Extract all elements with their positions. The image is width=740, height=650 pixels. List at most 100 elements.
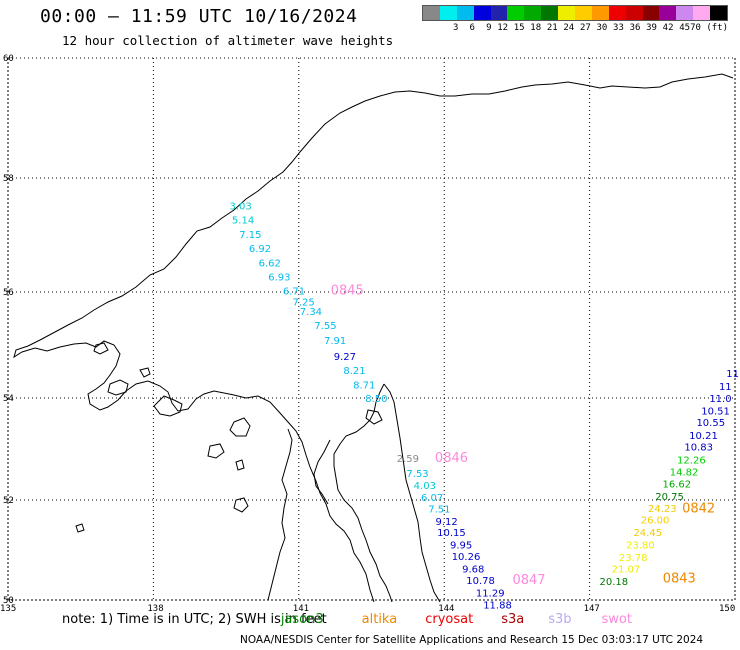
latitude-tick-label: 52 <box>3 496 14 506</box>
legend-swatch <box>524 6 542 20</box>
wave-height-label: 21.07 <box>612 565 641 576</box>
island-2 <box>107 379 129 396</box>
pass-time-label: 0846 <box>435 451 468 466</box>
wave-height-label: 11.0 <box>709 394 731 405</box>
legend-label: 6 <box>469 23 475 33</box>
island-4 <box>207 443 225 459</box>
longitude-tick-label: 138 <box>147 604 163 614</box>
legend-label: 9 <box>486 23 492 33</box>
wave-height-label: 16.62 <box>663 479 692 490</box>
legend-swatch <box>507 6 525 20</box>
legend-label: 27 <box>579 23 591 33</box>
wave-height-label: 11.29 <box>476 589 505 600</box>
island-9 <box>75 523 85 533</box>
bay-coast <box>267 428 293 601</box>
legend-swatch <box>456 6 474 20</box>
island-8 <box>235 459 245 471</box>
satellite-name-altika: altika <box>361 612 398 627</box>
legend-swatch <box>439 6 457 20</box>
wave-height-label: 12.26 <box>677 455 706 466</box>
page-title: 00:00 — 11:59 UTC 10/16/2024 <box>40 6 358 27</box>
wave-height-label: 11 <box>719 382 732 393</box>
longitude-tick-label: 141 <box>293 604 309 614</box>
legend-swatch <box>558 6 576 20</box>
longitude-tick-label: 147 <box>584 604 600 614</box>
satellite-name-swot: swot <box>601 612 632 627</box>
longitude-tick-label: 144 <box>438 604 454 614</box>
island-6 <box>365 409 383 425</box>
wave-height-label: 6.93 <box>268 273 290 284</box>
wave-height-label: 6.07 <box>421 493 443 504</box>
wave-height-legend: 3 6 9 12 15 18 21 24 27 30 33 36 39 42 45 70 (ft) <box>422 5 728 35</box>
wave-height-label: 4.03 <box>414 481 436 492</box>
wave-height-label: 8.21 <box>343 366 365 377</box>
legend-swatch <box>541 6 559 20</box>
legend-label: 21 <box>546 23 558 33</box>
wave-height-label: 24.23 <box>648 504 677 515</box>
legend-color-bar <box>422 5 728 21</box>
wave-height-label: 2.59 <box>397 454 419 465</box>
legend-swatch <box>591 6 609 20</box>
wave-height-label: 23.80 <box>626 541 655 552</box>
legend-swatch <box>608 6 626 20</box>
satellite-name-cryosat: cryosat <box>425 612 474 627</box>
mainland-coast <box>13 73 734 603</box>
wave-height-label: 10.15 <box>437 528 466 539</box>
wave-height-label: 20.18 <box>600 577 629 588</box>
wave-height-label: 8.71 <box>353 380 375 391</box>
island-10 <box>139 367 151 378</box>
latitude-tick-label: 50 <box>3 596 14 606</box>
legend-swatch <box>575 6 592 20</box>
wave-height-label: 10.26 <box>452 552 481 563</box>
wave-height-label: 7.55 <box>314 321 336 332</box>
island-3 <box>229 417 251 437</box>
legend-label: 36 <box>629 23 641 33</box>
footer-credit: NOAA/NESDIS Center for Satellite Applica… <box>240 634 704 646</box>
wave-height-label: 7.34 <box>300 307 322 318</box>
wave-height-label: 7.15 <box>239 230 261 241</box>
legend-swatch <box>642 6 660 20</box>
legend-label: 33 <box>613 23 624 33</box>
wave-height-label: 5.14 <box>232 216 254 227</box>
legend-swatch <box>710 6 728 20</box>
legend-label: 45 <box>679 23 691 33</box>
pass-time-label: 0847 <box>512 573 545 588</box>
sakhalin-coast <box>333 383 441 603</box>
latitude-tick-label: 58 <box>3 174 14 184</box>
legend-label: 39 <box>646 23 657 33</box>
wave-height-label: 11 <box>726 369 739 380</box>
coastline <box>13 73 734 603</box>
wave-height-label: 10.51 <box>701 406 730 417</box>
wave-height-label: 9.27 <box>334 352 356 363</box>
legend-label: 18 <box>530 23 542 33</box>
wave-height-label: 26.00 <box>641 516 670 527</box>
wave-height-label: 10.21 <box>689 431 718 442</box>
page-subtitle: 12 hour collection of altimeter wave hei… <box>62 33 394 48</box>
legend-swatch <box>473 6 491 20</box>
legend-label: 30 <box>596 23 608 33</box>
legend-label: 24 <box>563 23 575 33</box>
legend-swatch <box>676 6 694 20</box>
pass-time-label: 0845 <box>331 284 364 299</box>
wave-height-label: 24.45 <box>633 528 662 539</box>
inner-shore <box>313 439 331 505</box>
wave-height-label: 7.51 <box>428 505 450 516</box>
island-5 <box>93 342 109 355</box>
legend-label: 3 <box>452 23 459 33</box>
wave-height-label: 3.03 <box>230 201 252 212</box>
wave-height-label: 10.83 <box>684 443 713 454</box>
wave-height-label: 14.82 <box>670 468 699 479</box>
legend-labels: 3 6 9 12 15 18 21 24 27 30 33 36 39 42 45 70 (ft) <box>422 23 728 33</box>
wave-height-label: 8.50 <box>365 394 387 405</box>
legend-label: 15 <box>513 23 525 33</box>
wave-height-label: 7.25 <box>293 297 315 308</box>
legend-swatch <box>693 6 711 20</box>
satellite-name-s3b: s3b <box>548 612 572 627</box>
longitude-tick-label: 150 <box>719 604 735 614</box>
wave-height-label: 10.55 <box>696 418 725 429</box>
wave-height-label: 7.91 <box>324 336 346 347</box>
pass-time-label: 0843 <box>663 572 696 587</box>
satellite-name-s3a: s3a <box>501 612 525 627</box>
legend-label: 42 <box>662 23 674 33</box>
